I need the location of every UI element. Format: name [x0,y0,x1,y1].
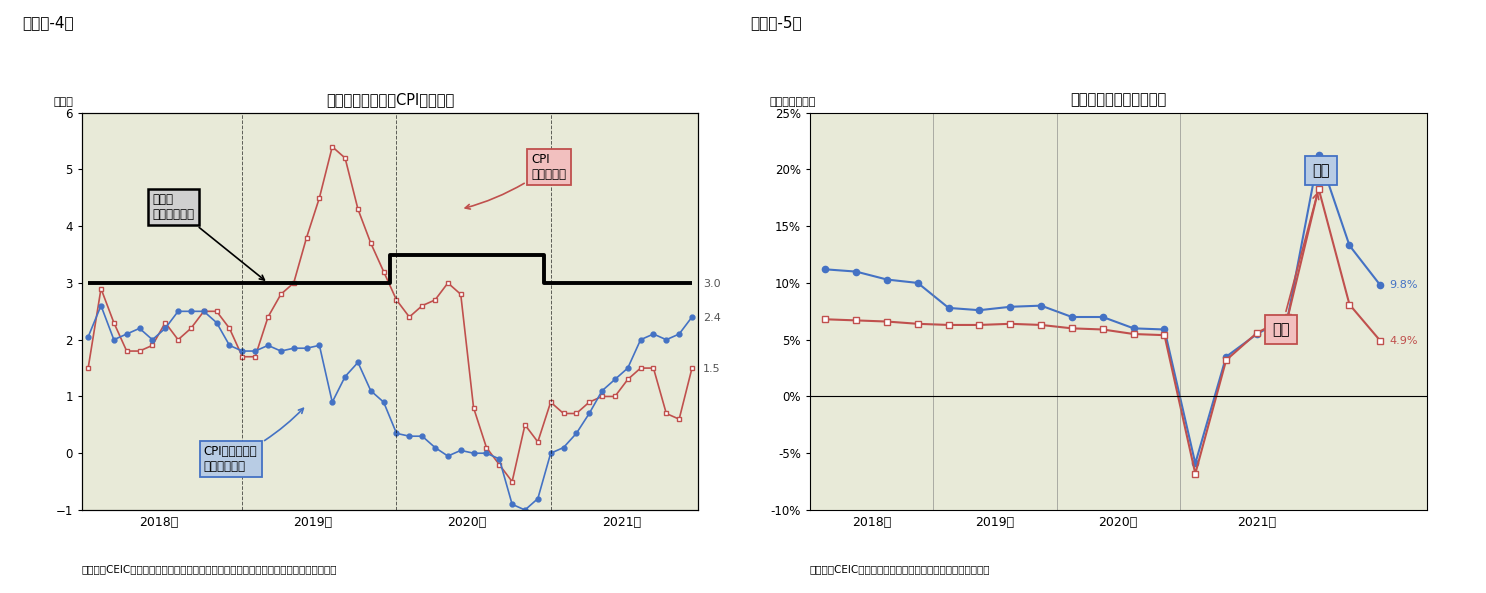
Text: （資料）CEIC（出所は中国国家統計局）のデータを元に作成: （資料）CEIC（出所は中国国家統計局）のデータを元に作成 [810,565,990,574]
Text: （前年同期比）: （前年同期比） [770,97,816,107]
Title: 名目成長率と実質成長率: 名目成長率と実質成長率 [1070,93,1167,107]
Title: 消費者物価指数（CPI）の推移: 消費者物価指数（CPI）の推移 [325,93,455,107]
Text: （図表-5）: （図表-5） [750,15,802,30]
Text: 実質: 実質 [1272,193,1318,337]
Text: CPI（前年比）
（除く食品）: CPI（前年比） （除く食品） [204,409,303,473]
Text: （図表-4）: （図表-4） [22,15,74,30]
Text: （資料）CEIC（出所は中国国家統計局）のデータ、及び中国政府の公表資料を元に作成: （資料）CEIC（出所は中国国家統計局）のデータ、及び中国政府の公表資料を元に作… [82,565,337,574]
Text: 4.9%: 4.9% [1389,336,1418,346]
Text: 名目: 名目 [1312,155,1330,178]
Text: （％）: （％） [53,97,74,107]
Text: CPI
（前年比）: CPI （前年比） [465,153,566,209]
Text: 政府の
物価抑制目標: 政府の 物価抑制目標 [153,193,265,280]
Text: 9.8%: 9.8% [1389,280,1418,290]
